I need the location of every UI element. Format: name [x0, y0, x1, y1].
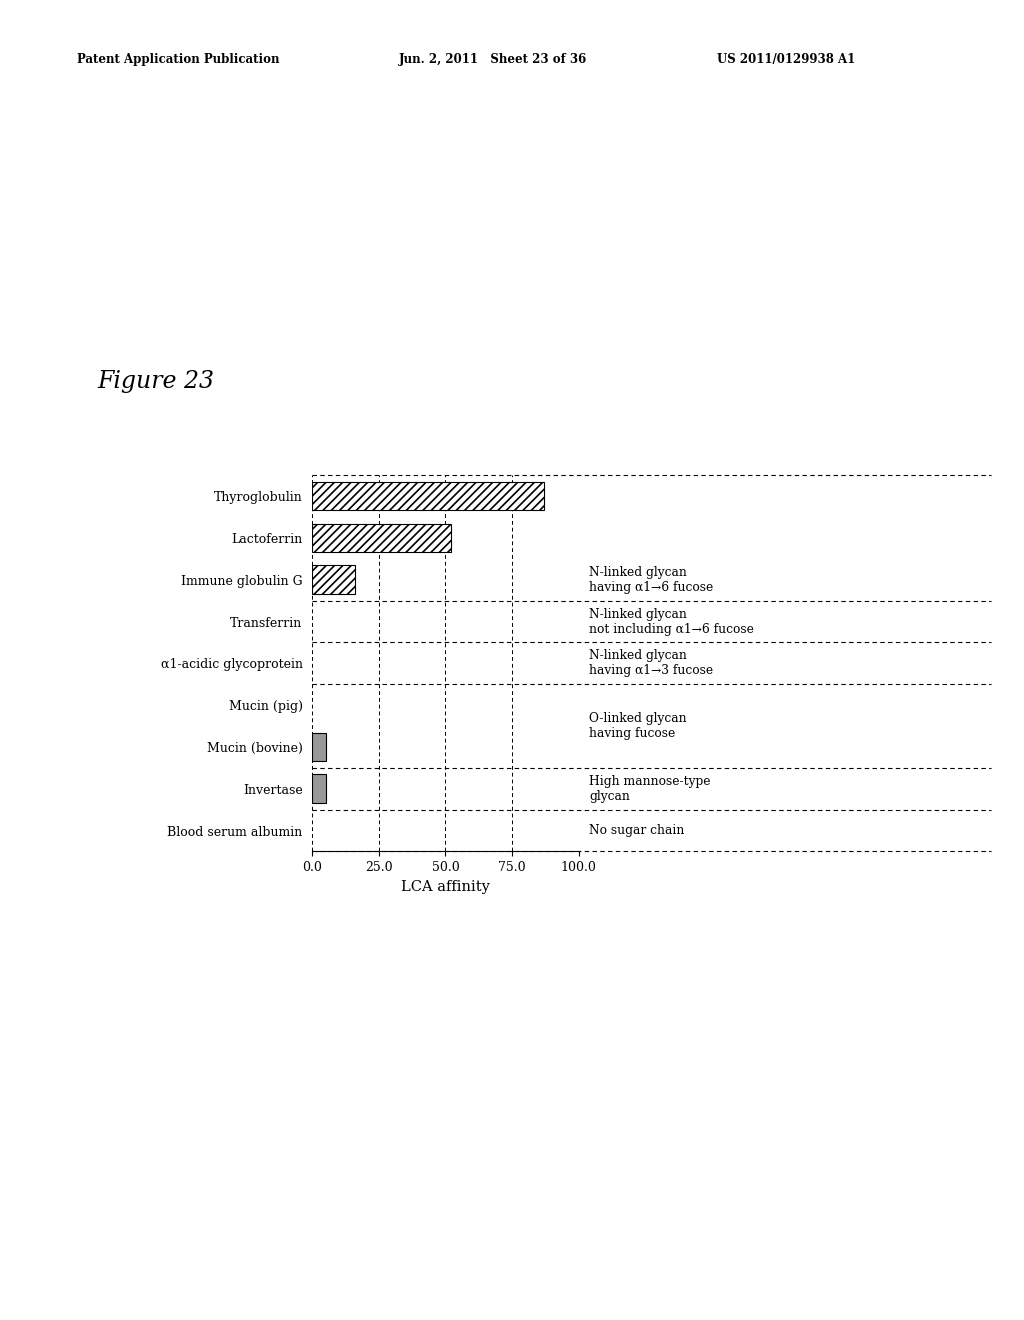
Text: Patent Application Publication: Patent Application Publication	[77, 53, 280, 66]
Text: O-linked glycan
having fucose: O-linked glycan having fucose	[589, 711, 687, 741]
Text: N-linked glycan
having α1→3 fucose: N-linked glycan having α1→3 fucose	[589, 649, 714, 677]
Text: No sugar chain: No sugar chain	[589, 824, 685, 837]
Text: N-linked glycan
not including α1→6 fucose: N-linked glycan not including α1→6 fucos…	[589, 607, 754, 635]
Bar	[312, 524, 451, 552]
Text: N-linked glycan
having α1→6 fucose: N-linked glycan having α1→6 fucose	[589, 566, 714, 594]
Text: Jun. 2, 2011   Sheet 23 of 36: Jun. 2, 2011 Sheet 23 of 36	[399, 53, 588, 66]
Bar	[312, 775, 326, 803]
X-axis label: LCA affinity: LCA affinity	[401, 879, 489, 894]
Bar	[312, 565, 355, 594]
Text: Figure 23: Figure 23	[97, 370, 214, 392]
Text: US 2011/0129938 A1: US 2011/0129938 A1	[717, 53, 855, 66]
Bar	[312, 733, 326, 762]
Bar	[312, 482, 544, 511]
Text: High mannose-type
glycan: High mannose-type glycan	[589, 775, 711, 803]
